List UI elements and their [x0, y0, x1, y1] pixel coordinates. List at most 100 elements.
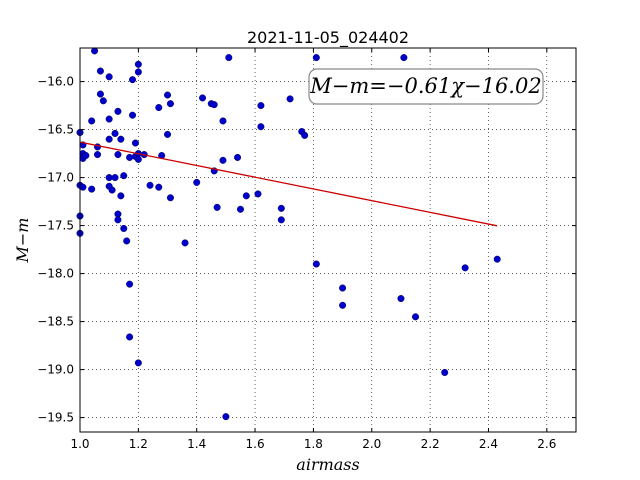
data-point [108, 186, 116, 194]
data-point [129, 76, 137, 84]
x-tick-label: 2.2 [421, 437, 440, 451]
data-point [105, 135, 113, 143]
data-point [164, 91, 172, 99]
x-tick-label: 1.6 [246, 437, 265, 451]
data-point [400, 54, 408, 62]
fit-line-layer [79, 141, 498, 227]
data-point [155, 104, 163, 112]
x-axis-label: airmass [296, 455, 359, 474]
annotation-text: M−m=−0.61χ−16.02 [309, 74, 541, 98]
data-point [105, 73, 113, 81]
data-point [155, 183, 163, 191]
data-point [134, 68, 142, 76]
y-tick-label: −19.0 [37, 363, 74, 377]
data-point [105, 115, 113, 123]
data-point [114, 151, 122, 159]
data-point [286, 95, 294, 103]
x-tick-label: 1.2 [129, 437, 148, 451]
data-point [134, 155, 142, 163]
data-point [105, 174, 113, 182]
data-point [277, 216, 285, 224]
y-tick-label: −18.5 [37, 315, 74, 329]
data-point [111, 174, 119, 182]
data-point [164, 130, 172, 138]
data-point [277, 204, 285, 212]
data-point [254, 190, 262, 198]
data-point [99, 97, 107, 105]
data-point [88, 185, 96, 193]
data-point [96, 67, 104, 75]
data-point [181, 239, 189, 247]
data-point [234, 153, 242, 161]
data-point [117, 192, 125, 200]
data-point [493, 255, 501, 263]
data-point [166, 100, 174, 108]
x-tick-label: 1.4 [187, 437, 206, 451]
data-point [213, 203, 221, 211]
data-point [134, 359, 142, 367]
y-tick-label: −17.5 [37, 219, 74, 233]
data-point [193, 178, 201, 186]
y-tick-label: −18.0 [37, 267, 74, 281]
data-point [117, 135, 125, 143]
data-point [146, 181, 154, 189]
data-point [441, 368, 449, 376]
data-point [242, 192, 250, 200]
data-point [219, 156, 227, 164]
grid [80, 48, 576, 432]
data-point [126, 280, 134, 288]
data-point [134, 60, 142, 68]
data-point [397, 295, 405, 303]
data-point [210, 101, 218, 109]
x-tick-label: 2.0 [362, 437, 381, 451]
data-point [120, 224, 128, 232]
fit-annotation: M−m=−0.61χ−16.02 [308, 68, 544, 105]
data-point [236, 205, 244, 213]
data-point [166, 194, 174, 202]
data-point [225, 54, 233, 62]
y-tick-label: −16.5 [37, 123, 74, 137]
data-point [301, 131, 309, 139]
data-point [339, 301, 347, 309]
data-point [129, 111, 137, 119]
data-point [219, 117, 227, 125]
data-point [114, 107, 122, 115]
data-point [131, 139, 139, 147]
annotation-box [308, 68, 544, 105]
y-tick-label: −19.5 [37, 411, 74, 425]
data-point [94, 151, 102, 159]
data-point [114, 216, 122, 224]
data-point [126, 153, 134, 161]
data-point [111, 129, 119, 137]
x-tick-label: 1.0 [70, 437, 89, 451]
data-point [91, 47, 99, 55]
data-point [123, 237, 131, 245]
data-points [76, 47, 501, 421]
data-point [222, 413, 230, 421]
data-point [199, 94, 207, 102]
data-point [88, 117, 96, 125]
axis-ticks: 1.0 1.2 1.4 1.6 1.8 2.0 2.2 2.4 2.6 −16.0 −16.5 −17… [37, 48, 576, 451]
x-tick-label: 2.4 [479, 437, 498, 451]
y-tick-label: −16.0 [37, 75, 74, 89]
data-point [257, 123, 265, 131]
data-point [312, 54, 320, 62]
data-point [312, 260, 320, 268]
fit-line [79, 141, 498, 227]
y-axis-label: M−m [13, 218, 32, 264]
y-tick-label: −17.0 [37, 171, 74, 185]
data-point [126, 333, 134, 341]
data-point [339, 284, 347, 292]
data-point [120, 172, 128, 180]
x-tick-label: 1.8 [304, 437, 323, 451]
data-point [96, 90, 104, 98]
data-point [412, 313, 420, 321]
data-point [257, 102, 265, 110]
chart-title: 2021-11-05_024402 [247, 28, 409, 48]
data-point [79, 183, 87, 191]
x-tick-label: 2.6 [537, 437, 556, 451]
plot-frame [79, 47, 577, 433]
data-point [461, 264, 469, 272]
data-point [82, 152, 90, 160]
